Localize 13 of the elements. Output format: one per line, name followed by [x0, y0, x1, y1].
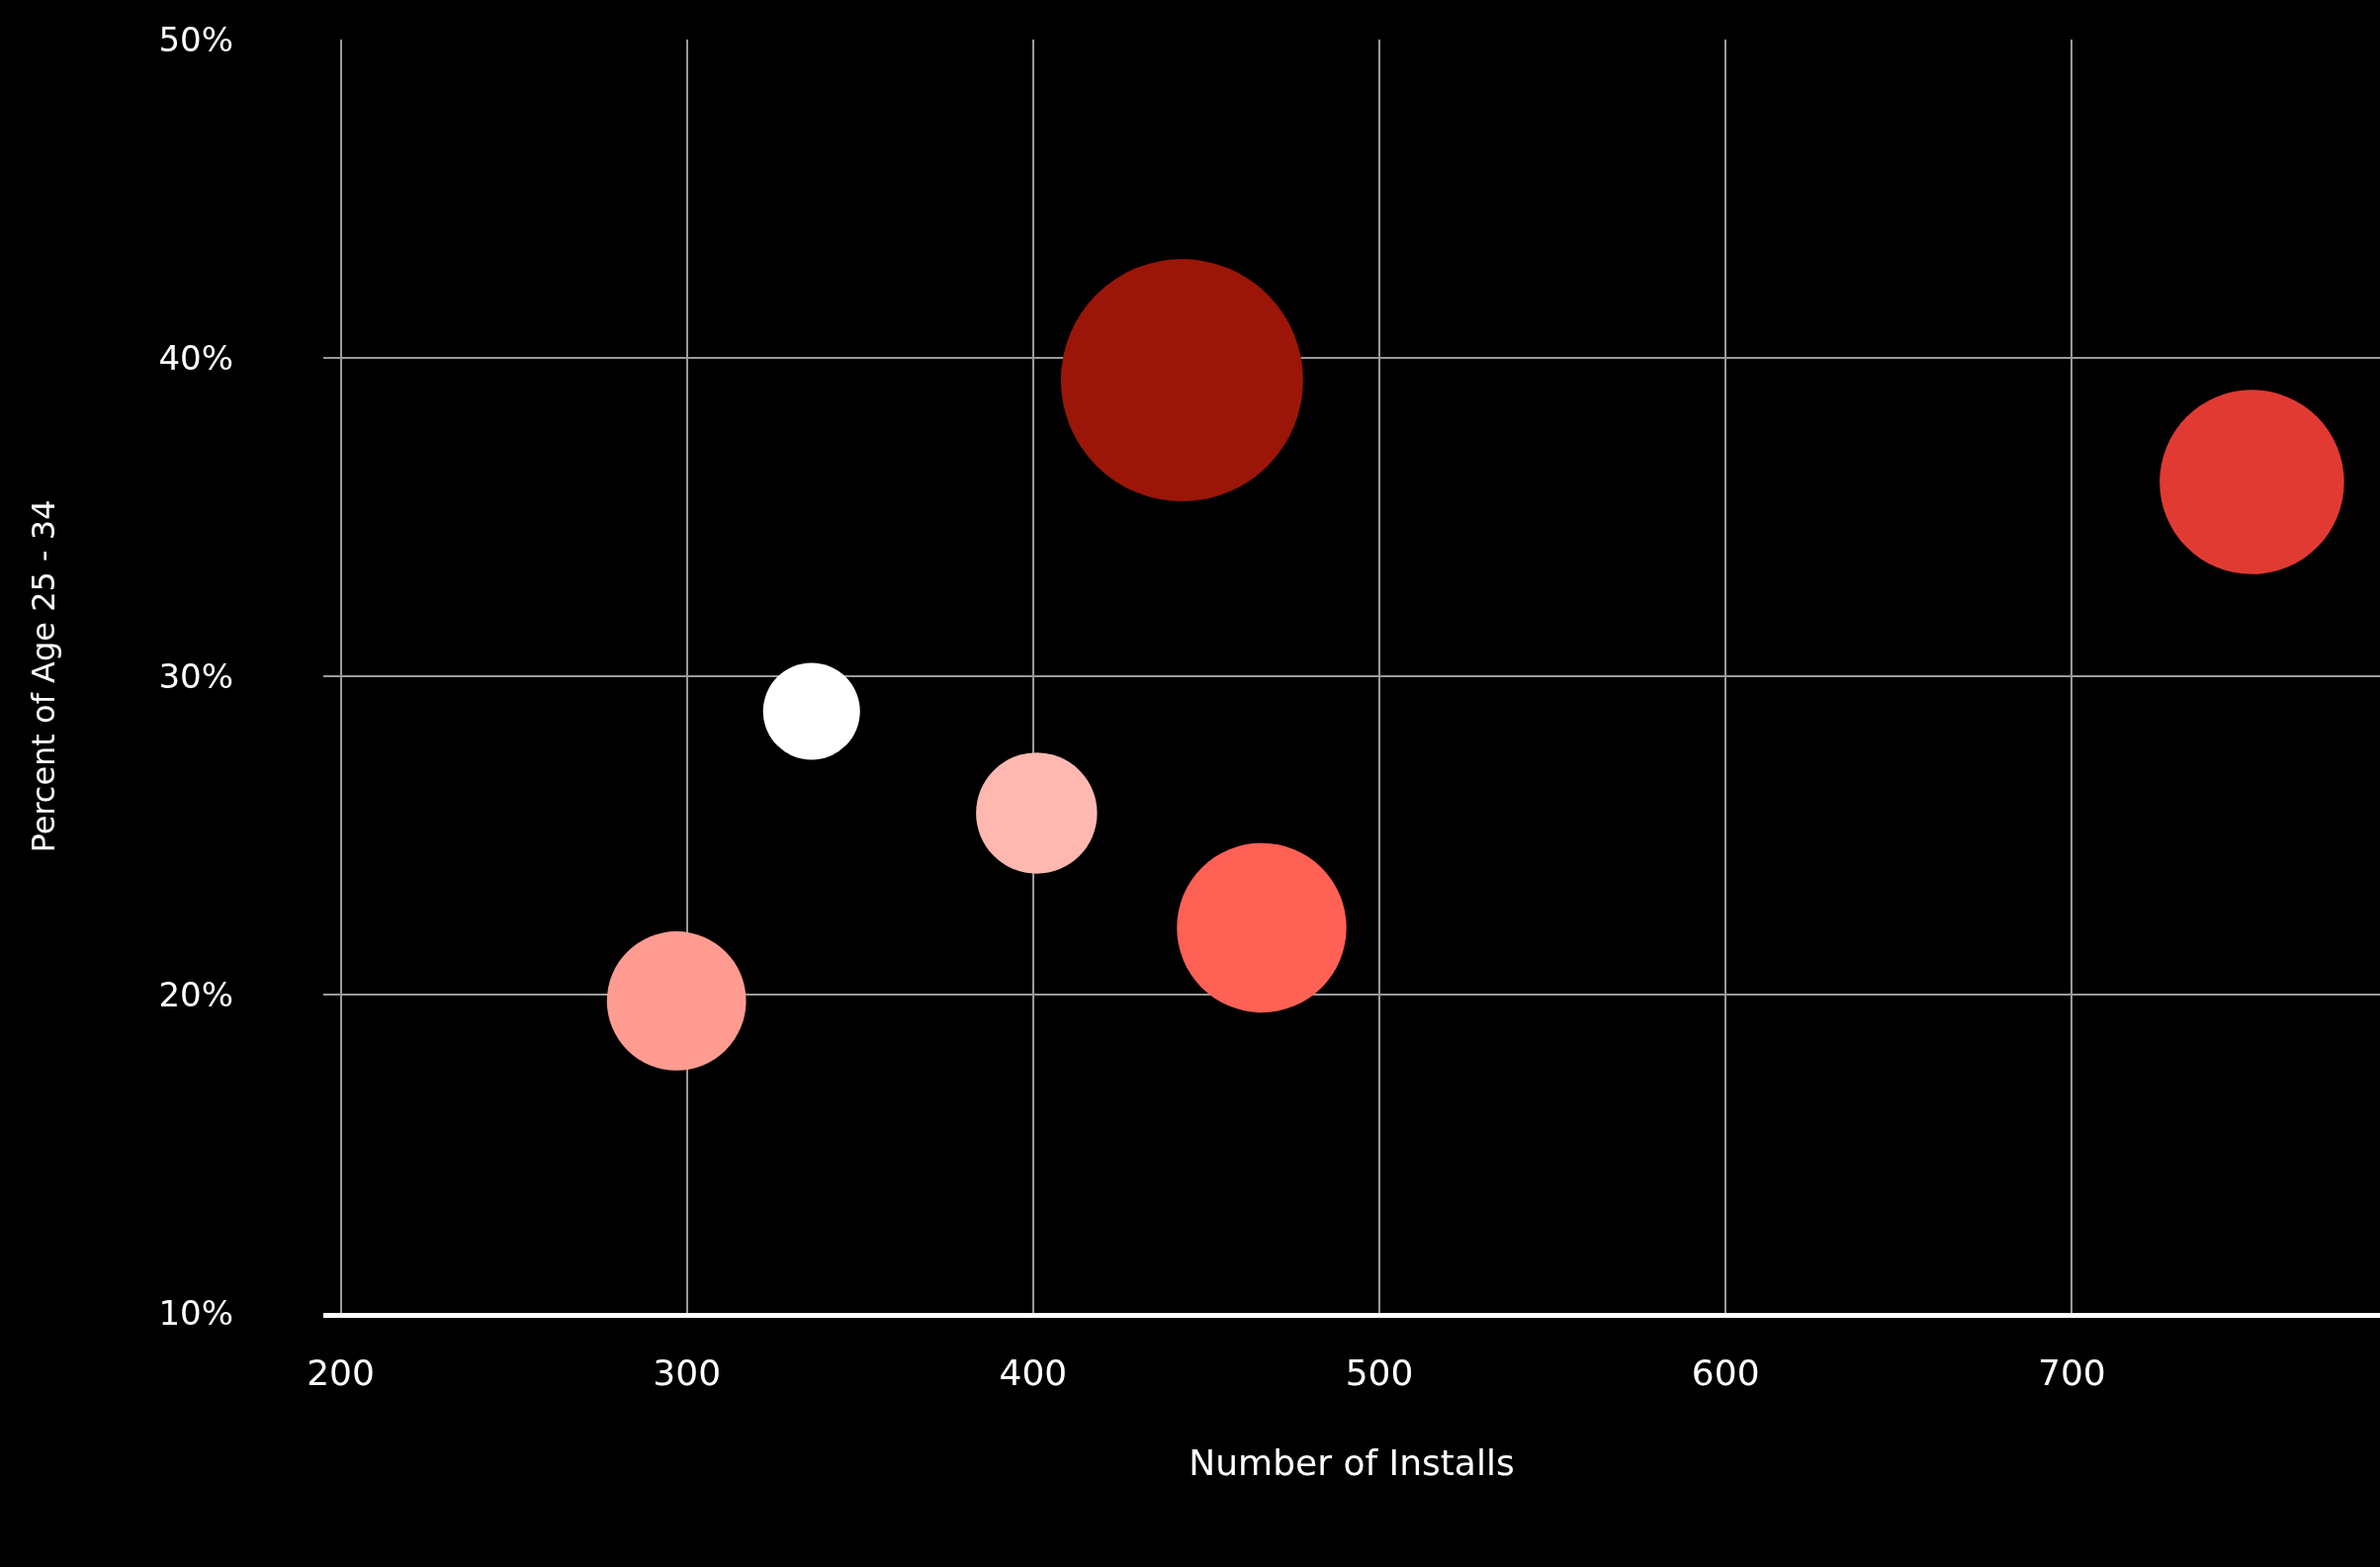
- x-axis-title: Number of Installs: [1189, 1441, 1515, 1483]
- x-tick-label: 400: [999, 1352, 1068, 1394]
- x-tick-label: 200: [307, 1352, 375, 1394]
- x-tick-label: 700: [2037, 1352, 2106, 1394]
- y-tick-label: 50%: [158, 19, 233, 59]
- y-tick-label: 20%: [158, 974, 233, 1014]
- y-tick-label: 40%: [158, 337, 233, 378]
- x-tick-label: 300: [653, 1352, 722, 1394]
- x-tick-label: 600: [1691, 1352, 1760, 1394]
- y-tick-label: 30%: [158, 655, 233, 696]
- y-axis-title: Percent of Age 25 - 34: [24, 499, 62, 853]
- x-tick-label: 500: [1345, 1352, 1414, 1394]
- y-tick-label: 10%: [158, 1292, 233, 1333]
